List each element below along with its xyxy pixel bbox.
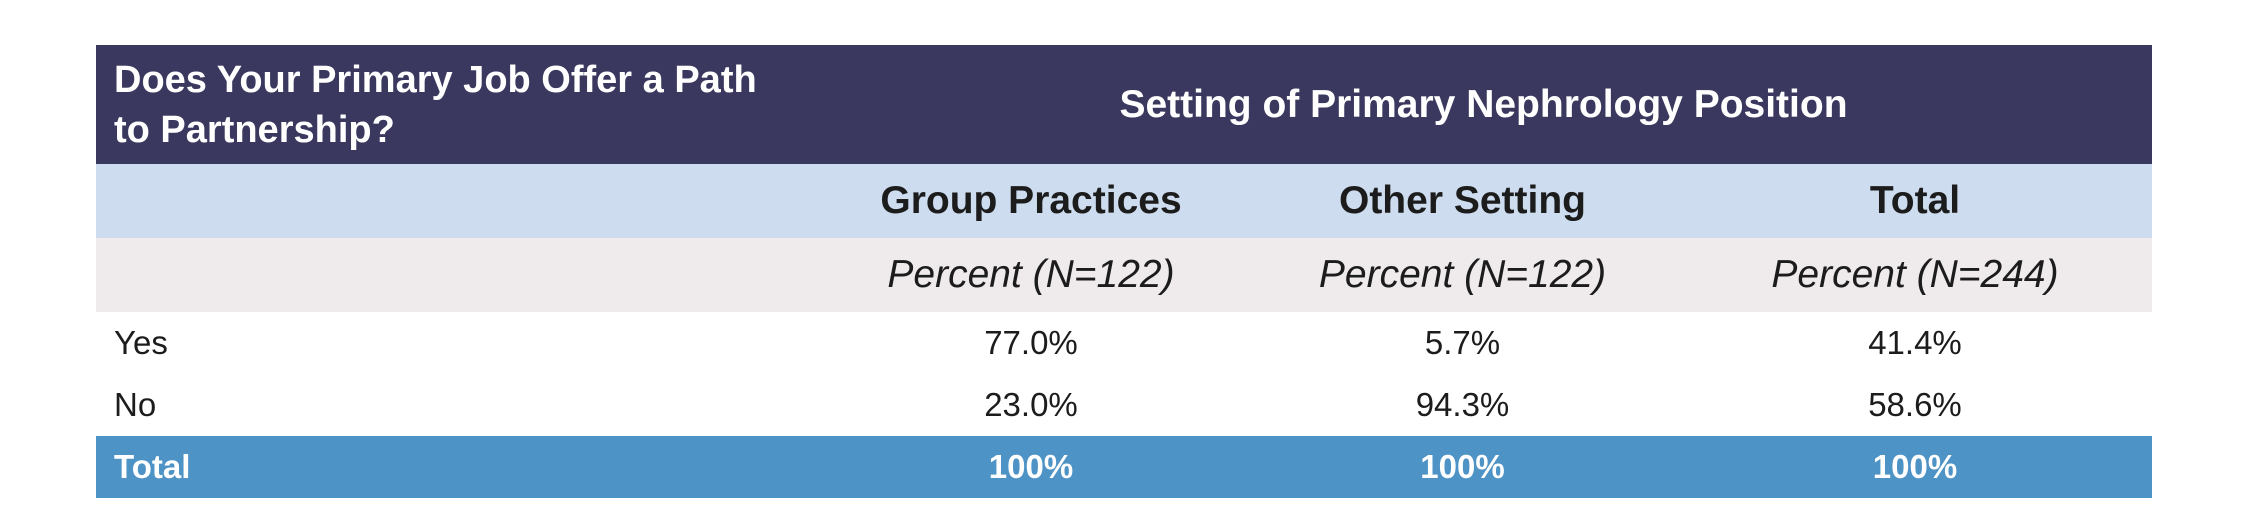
cell-group-practices: 77.0% xyxy=(984,324,1078,361)
cell-total: 100% xyxy=(1872,448,1958,485)
cell-group-practices: 23.0% xyxy=(984,386,1078,423)
subheader-group-practices: Percent (N=122) xyxy=(887,253,1175,296)
cell-other-setting: 5.7% xyxy=(1424,324,1501,361)
table-row-no: No 23.0% 94.3% 58.6% xyxy=(96,374,2152,436)
table-title-row: Does Your Primary Job Offer a Path to Pa… xyxy=(96,45,2152,164)
setting-header: Setting of Primary Nephrology Position xyxy=(1119,82,1848,126)
cell-group-practices: 100% xyxy=(988,448,1074,485)
column-header-empty xyxy=(96,164,815,238)
column-header-row: Group Practices Other Setting Total xyxy=(96,164,2152,238)
subheader-total: Percent (N=244) xyxy=(1771,253,2059,296)
subheader-other-setting: Percent (N=122) xyxy=(1318,253,1607,296)
subheader-empty xyxy=(96,238,815,312)
cell-total: 58.6% xyxy=(1868,386,1962,423)
column-header-total: Total xyxy=(1869,179,1961,222)
question-header: Does Your Primary Job Offer a Path to Pa… xyxy=(114,58,757,151)
row-label: Total xyxy=(114,448,191,485)
row-label: No xyxy=(114,386,157,423)
column-header-other-setting: Other Setting xyxy=(1338,179,1586,222)
table-row-total: Total 100% 100% 100% xyxy=(96,436,2152,498)
cell-total: 41.4% xyxy=(1868,324,1962,361)
row-label: Yes xyxy=(114,324,168,361)
column-header-group-practices: Group Practices xyxy=(880,179,1182,222)
cell-other-setting: 94.3% xyxy=(1415,386,1510,423)
table-row-yes: Yes 77.0% 5.7% 41.4% xyxy=(96,312,2152,374)
partnership-table: Does Your Primary Job Offer a Path to Pa… xyxy=(96,45,2152,498)
cell-other-setting: 100% xyxy=(1420,448,1505,485)
subheader-row: Percent (N=122) Percent (N=122) Percent … xyxy=(96,238,2152,312)
